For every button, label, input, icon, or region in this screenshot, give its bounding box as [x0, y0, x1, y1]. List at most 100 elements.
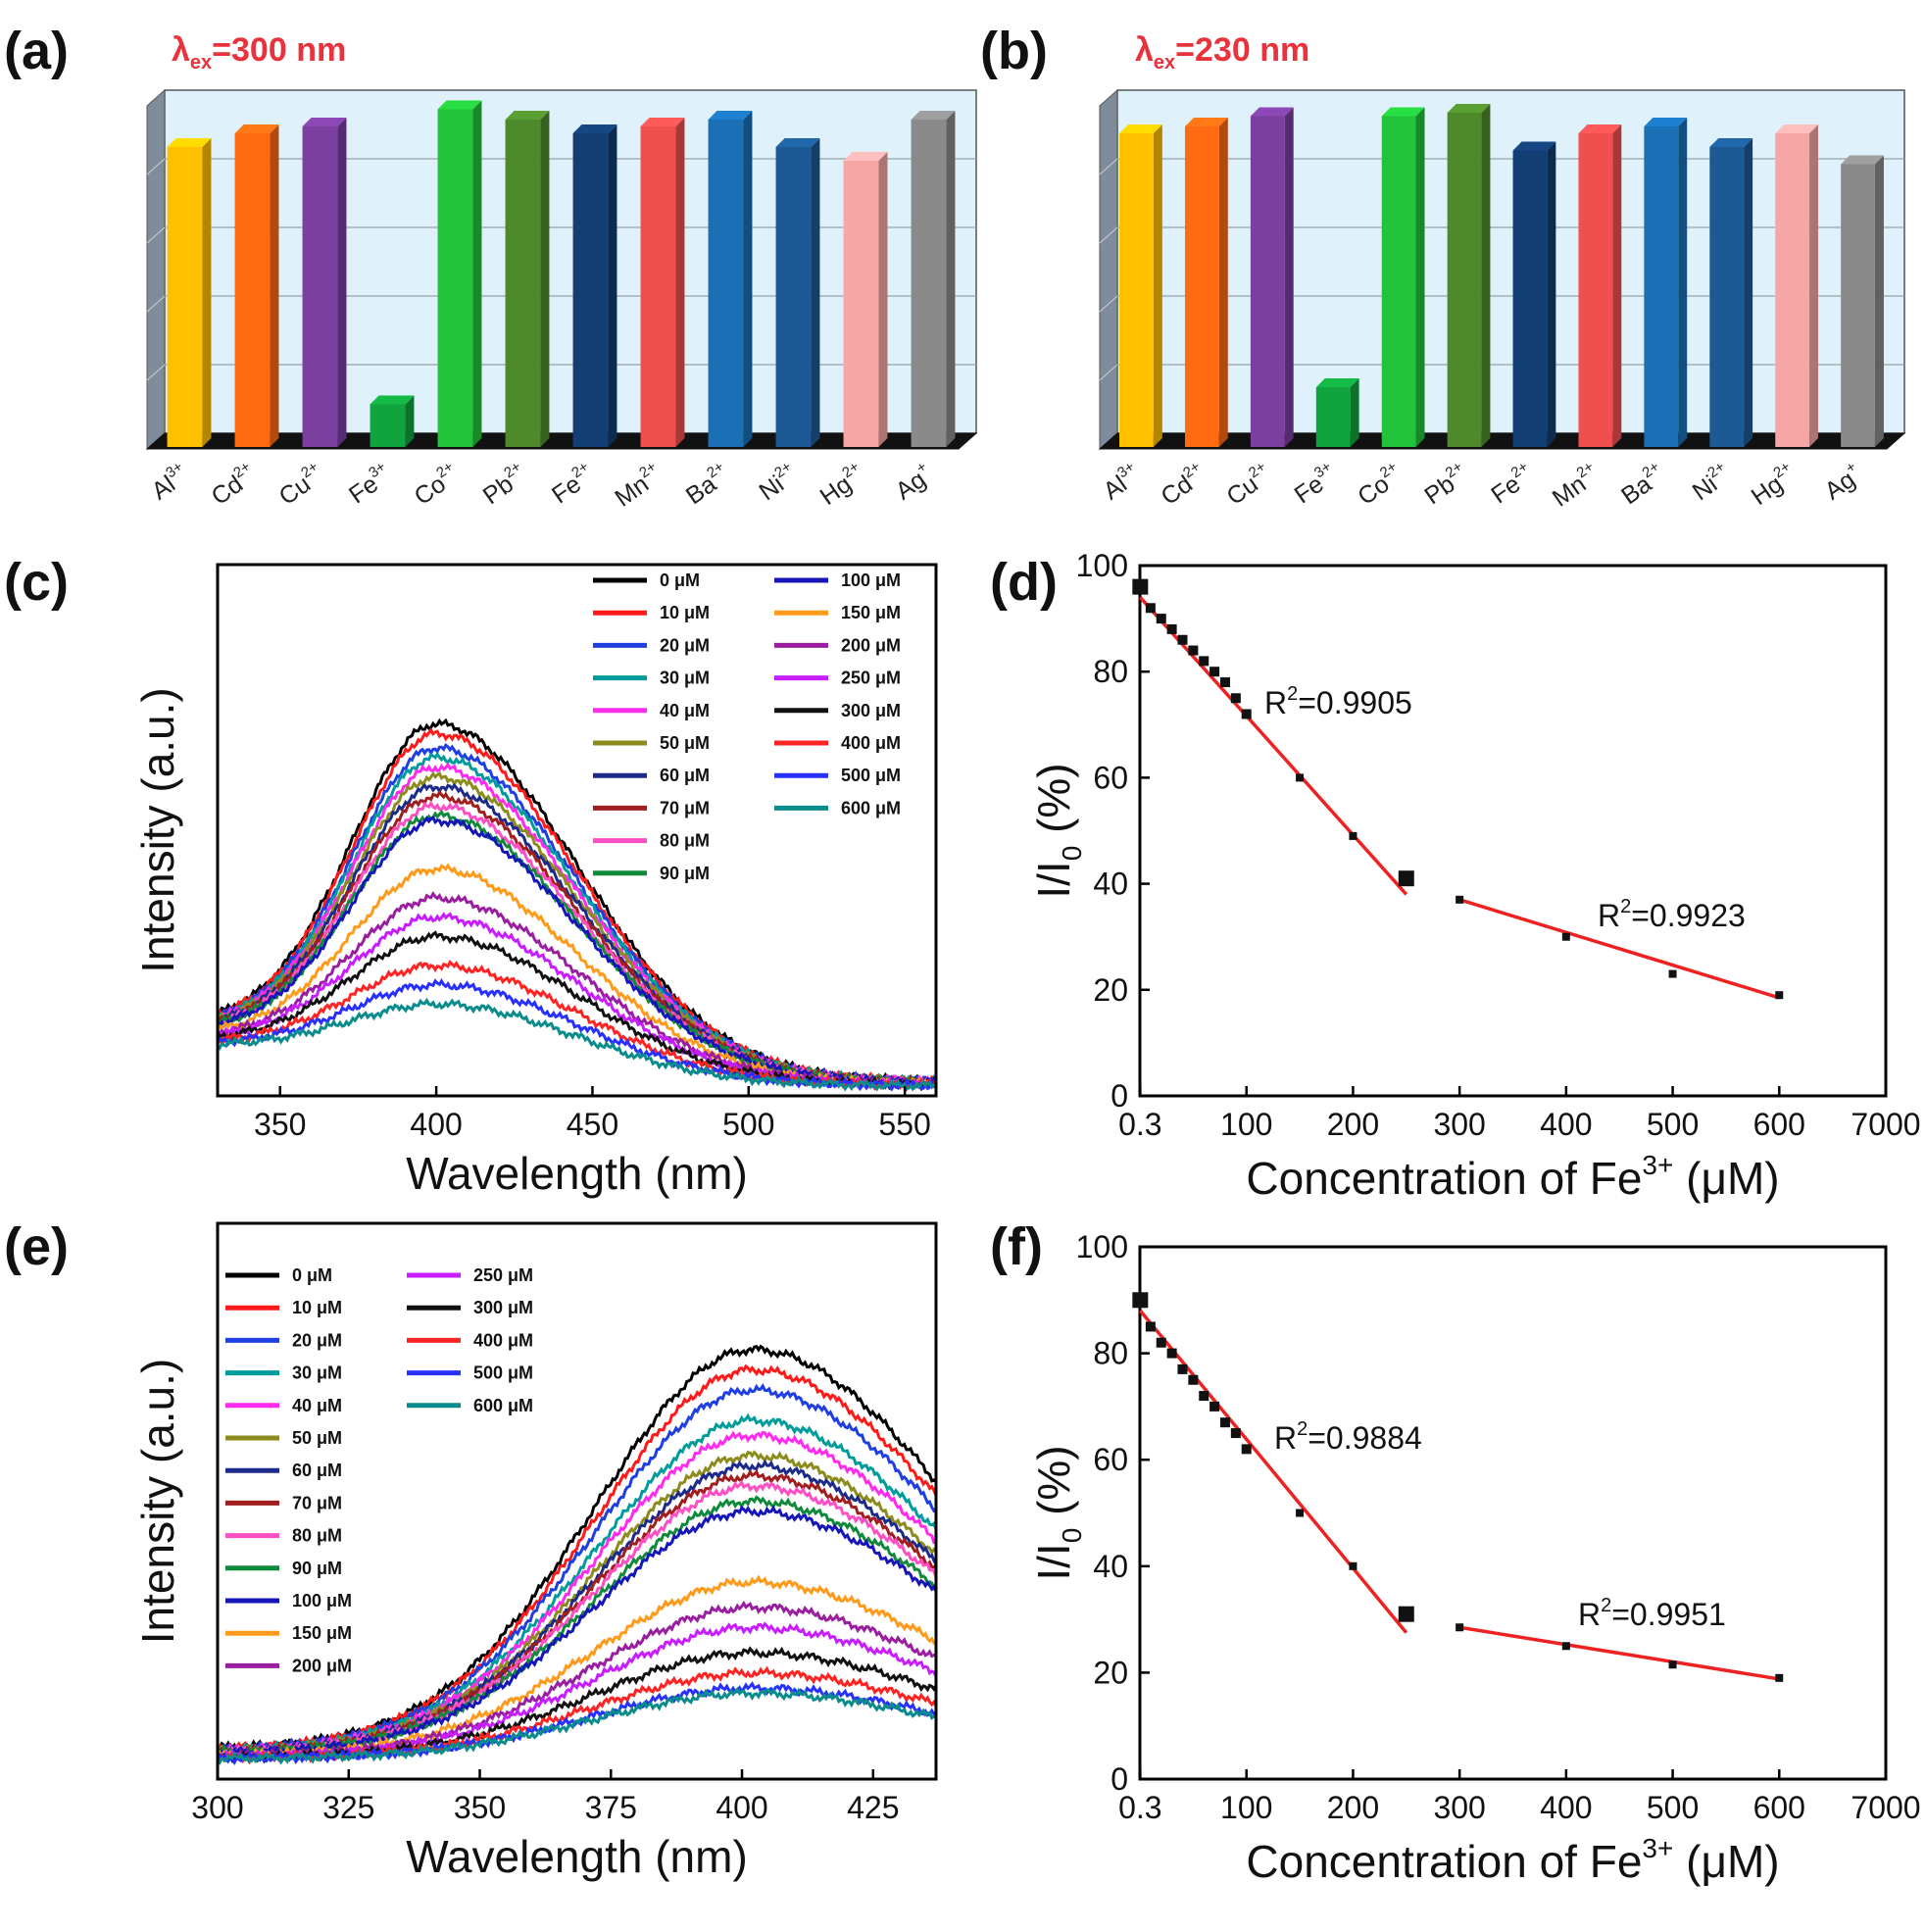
- bar-pb-5: [505, 111, 550, 447]
- legend-entry: 0 μM: [292, 1265, 332, 1285]
- bar-front: [1119, 133, 1154, 447]
- series-line-5: [218, 770, 936, 1089]
- gridline-side: [146, 364, 166, 381]
- x-tick-label: 7000: [1851, 1107, 1920, 1142]
- bar-top: [1841, 155, 1884, 165]
- fit-line-0: [1138, 1310, 1408, 1634]
- bar-fe-6: [1512, 141, 1556, 447]
- data-point-15: [1561, 932, 1570, 941]
- x-tick-label: 200: [1327, 1790, 1379, 1825]
- bar-ni-9: [1709, 138, 1753, 447]
- data-point-9: [1230, 1428, 1241, 1439]
- r2-label-0: R2=0.9884: [1274, 1418, 1422, 1456]
- bar-cd-1: [234, 124, 279, 447]
- y-axis-label: Intensity (a.u.): [132, 687, 183, 972]
- legend-entry: 60 μM: [660, 766, 710, 785]
- y-tick-label: 40: [1093, 867, 1128, 902]
- bar-top: [1447, 104, 1491, 113]
- legend-entry: 90 μM: [660, 864, 710, 883]
- bar-fe-3: [370, 395, 415, 447]
- plot-frame: [216, 563, 938, 1098]
- bar-top: [708, 111, 753, 120]
- legend-entry: 100 μM: [292, 1591, 352, 1610]
- legend-entry: 400 μM: [473, 1330, 533, 1350]
- bar-side: [337, 118, 347, 447]
- x-tick-label: 500: [722, 1107, 774, 1142]
- bar-ba-8: [708, 111, 753, 447]
- data-point-16: [1668, 969, 1677, 978]
- x-tick-label: 450: [567, 1107, 618, 1142]
- chart-title: λex=230 nm: [1135, 31, 1309, 74]
- bar-side: [1678, 118, 1688, 447]
- x-tick-label: 100: [1220, 1790, 1272, 1825]
- data-point-0: [1132, 1292, 1149, 1309]
- data-point-14: [1456, 1623, 1464, 1632]
- category-label: Co2+: [408, 458, 465, 511]
- data-point-17: [1775, 1673, 1784, 1682]
- bar-side: [946, 111, 956, 447]
- legend-entry: 30 μM: [660, 669, 710, 688]
- data-point-6: [1199, 1391, 1209, 1402]
- plot-frame: [1138, 1245, 1888, 1781]
- bar-front: [302, 126, 338, 447]
- data-point-1: [1145, 603, 1156, 614]
- series-line-14: [218, 1646, 936, 1764]
- x-tick-label: 200: [1327, 1107, 1379, 1142]
- category-label: Ni2+: [753, 458, 803, 506]
- legend-entry: 10 μM: [660, 603, 710, 622]
- category-label: Ni2+: [1686, 458, 1736, 506]
- x-tick-label: 400: [410, 1107, 462, 1142]
- x-tick-label: 0.3: [1118, 1107, 1161, 1142]
- bar-top: [1381, 107, 1425, 117]
- legend-entry: 50 μM: [660, 733, 710, 753]
- series-line-16: [218, 978, 936, 1092]
- bar-front: [1775, 133, 1810, 447]
- x-tick-label: 600: [1753, 1790, 1805, 1825]
- bar-side: [1612, 124, 1622, 447]
- data-point-8: [1219, 677, 1230, 688]
- data-point-12: [1349, 1561, 1357, 1570]
- bar-al-0: [1119, 124, 1162, 447]
- x-tick-label: 350: [454, 1790, 506, 1825]
- legend-entry: 70 μM: [292, 1493, 342, 1512]
- bar-top: [843, 152, 888, 161]
- fit-line-1: [1458, 1625, 1780, 1681]
- category-label: Ba2+: [1614, 458, 1670, 510]
- chart-title: λex=300 nm: [172, 31, 346, 74]
- bar-top: [370, 395, 415, 405]
- data-point-14: [1456, 895, 1464, 904]
- x-tick-label: 300: [1433, 1107, 1485, 1142]
- bar-co-4: [1381, 107, 1425, 447]
- data-point-15: [1561, 1642, 1570, 1651]
- gridline-side: [1099, 295, 1118, 313]
- y-tick-label: 0: [1111, 1078, 1128, 1114]
- legend-entry: 600 μM: [473, 1396, 533, 1415]
- bar-side: [1218, 118, 1228, 447]
- panel-label: (c): [4, 553, 69, 612]
- y-tick-label: 80: [1093, 654, 1128, 689]
- y-tick-label: 60: [1093, 1442, 1128, 1477]
- legend-entry: 10 μM: [292, 1298, 342, 1317]
- x-tick-label: 300: [1433, 1790, 1485, 1825]
- gridline-side: [1099, 158, 1118, 175]
- r2-label-1: R2=0.9951: [1578, 1595, 1726, 1632]
- bar-side: [1415, 107, 1425, 447]
- category-label: Pb2+: [1418, 458, 1474, 510]
- legend-entry: 500 μM: [841, 766, 901, 785]
- legend-entry: 200 μM: [292, 1656, 352, 1675]
- legend-entry: 400 μM: [841, 733, 901, 753]
- bar-front: [167, 147, 203, 447]
- bar-side: [1547, 141, 1556, 447]
- bar-top: [1250, 107, 1294, 117]
- r2-label-1: R2=0.9923: [1598, 896, 1746, 933]
- data-point-2: [1156, 1337, 1166, 1348]
- data-point-1: [1145, 1321, 1156, 1332]
- plot-frame: [216, 1221, 938, 1781]
- side-wall: [146, 88, 166, 451]
- legend-entry: 40 μM: [660, 701, 710, 720]
- category-label: Fe2+: [545, 458, 600, 509]
- y-axis-label: I/I0 (%): [1028, 1445, 1087, 1580]
- data-point-7: [1209, 1401, 1220, 1412]
- side-wall: [1099, 88, 1118, 451]
- legend-entry: 250 μM: [473, 1265, 533, 1285]
